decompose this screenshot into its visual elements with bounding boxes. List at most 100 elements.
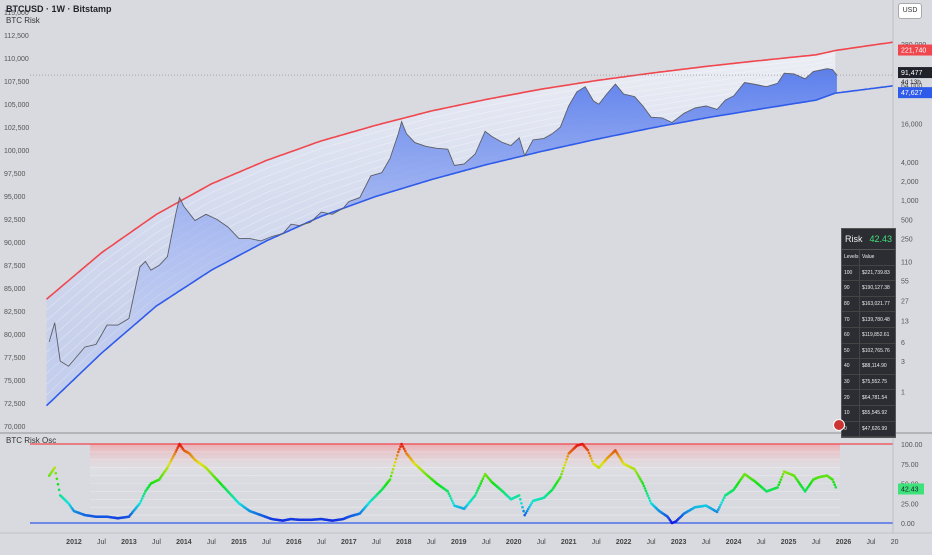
upper-price-tag-box [898, 44, 932, 56]
risk-table-row: 60 $119,852.61 [842, 327, 895, 344]
x-tick-label: 2013 [121, 539, 137, 546]
left-tick-label: 80,000 [4, 332, 26, 339]
osc-point [644, 489, 648, 493]
osc-point [517, 494, 521, 497]
right-tick-label: 500 [901, 217, 913, 224]
indicator-title: BTC Risk [6, 16, 40, 25]
osc-point [643, 487, 647, 490]
osc-point [55, 477, 59, 481]
risk-value: 42.43 [869, 234, 892, 244]
risk-level-value: $163,021.77 [862, 301, 890, 308]
left-tick-label: 115,000 [4, 10, 29, 17]
right-tick-label: 1,000 [901, 198, 919, 205]
x-tick-label: Jul [702, 539, 711, 546]
x-tick-label: Jul [812, 539, 821, 546]
osc-point [56, 483, 60, 486]
risk-label: Risk [845, 234, 863, 244]
osc-point [588, 454, 592, 458]
risk-table-row: 30 $75,552.75 [842, 374, 895, 391]
osc-point [399, 445, 402, 448]
osc-point [404, 449, 407, 453]
left-tick-label: 77,500 [4, 355, 26, 362]
osc-point [522, 509, 525, 513]
osc-point [722, 496, 726, 500]
osc-tick-label: 100.00 [901, 442, 923, 449]
last-price-tag-box [898, 67, 932, 79]
x-tick-label: Jul [592, 539, 601, 546]
osc-point [566, 455, 569, 458]
osc-point [397, 450, 400, 454]
osc-point [166, 466, 169, 470]
osc-point [392, 464, 396, 468]
osc-point [481, 477, 485, 481]
risk-table-row: 80 $163,021.77 [842, 296, 895, 313]
osc-current-text: 42.43 [901, 486, 919, 493]
x-tick-label: Jul [427, 539, 436, 546]
osc-point [640, 480, 643, 483]
risk-table-row: 40 $88,114.90 [842, 359, 895, 375]
right-tick-label: 1 [901, 390, 905, 397]
osc-point [833, 483, 836, 487]
osc-point [562, 467, 565, 470]
x-tick-label: Jul [262, 539, 271, 546]
oscillator-title: BTC Risk Osc [6, 436, 57, 445]
osc-point [636, 474, 640, 477]
osc-point [452, 502, 455, 505]
osc-point [393, 461, 397, 464]
osc-point [479, 482, 483, 485]
osc-point [177, 444, 180, 448]
left-tick-label: 92,500 [4, 217, 26, 224]
osc-point [635, 472, 639, 475]
left-tick-label: 70,000 [4, 424, 26, 431]
risk-table-row: 90 $190,127.38 [842, 281, 895, 297]
osc-point [646, 494, 650, 498]
osc-point [648, 499, 652, 503]
osc-point [564, 461, 567, 464]
risk-level-value: $139,780.48 [862, 316, 890, 323]
osc-point [719, 503, 722, 507]
right-tick-label: 110 [901, 259, 912, 266]
lower-price-tag: 47,627 [898, 87, 932, 99]
x-tick-label: Jul [97, 539, 106, 546]
x-tick-label: 2022 [616, 539, 632, 546]
osc-point [524, 511, 528, 515]
osc-point [398, 448, 401, 451]
osc-point [447, 492, 451, 496]
x-tick-label: Jul [757, 539, 766, 546]
value-header: Value [862, 254, 875, 261]
risk-table-row: 10 $55,545.92 [842, 405, 895, 422]
x-tick-label: Jul [647, 539, 656, 546]
risk-level: 40 [842, 359, 860, 374]
osc-point [389, 474, 393, 478]
osc-point [642, 484, 646, 488]
right-tick-label: 6 [901, 340, 905, 347]
risk-level: 70 [842, 312, 860, 327]
x-tick-label: 20 [891, 539, 899, 546]
osc-point [530, 501, 534, 505]
osc-point [638, 476, 641, 479]
osc-point [776, 486, 779, 489]
last-price-tag: 91,477 [898, 67, 932, 79]
osc-point [172, 455, 175, 458]
risk-level: 20 [842, 390, 860, 405]
left-tick-label: 82,500 [4, 309, 26, 316]
risk-level-value: $75,552.75 [862, 379, 888, 386]
risk-level-value: $119,852.61 [862, 332, 890, 339]
osc-point [525, 509, 529, 513]
left-tick-label: 102,500 [4, 125, 29, 132]
risk-table-header: Risk 42.43 [842, 229, 895, 250]
right-tick-label: 2,000 [901, 179, 919, 186]
x-tick-label: Jul [152, 539, 161, 546]
osc-point [175, 448, 178, 452]
osc-point [715, 510, 719, 514]
right-tick-label: 4,000 [901, 160, 919, 167]
right-tick-label: 250 [901, 237, 913, 244]
right-tick-label: 13 [901, 319, 909, 326]
osc-tick-label: 0.00 [901, 521, 915, 528]
currency-button[interactable]: USD [898, 3, 922, 19]
risk-level: 0 [842, 421, 860, 437]
osc-tick-label: 75.00 [901, 462, 919, 469]
osc-point [633, 468, 636, 471]
upper-band-line [45, 41, 894, 300]
